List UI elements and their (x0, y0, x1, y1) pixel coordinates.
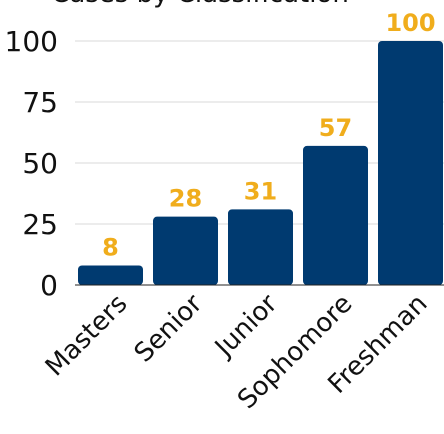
x-tick-label-masters: Masters (40, 289, 134, 383)
value-label-senior: 28 (169, 185, 202, 213)
value-label-freshman: 100 (385, 9, 435, 37)
chart-title: Cases by Classification (51, 0, 349, 9)
y-tick-label: 50 (22, 147, 58, 180)
value-labels: 8 28 31 57 100 (102, 9, 435, 261)
y-tick-label: 75 (22, 86, 58, 119)
bar-junior (228, 209, 293, 285)
bar-senior (153, 216, 218, 285)
bar-sophomore (303, 145, 368, 285)
bars (78, 41, 443, 285)
y-tick-label: 0 (40, 269, 58, 302)
value-label-masters: 8 (102, 233, 119, 261)
value-label-junior: 31 (244, 177, 277, 205)
y-tick-label: 25 (22, 208, 58, 241)
value-label-sophomore: 57 (319, 114, 352, 142)
y-axis-ticks: 0 25 50 75 100 (5, 25, 58, 302)
bar-masters (78, 265, 143, 285)
bar-freshman (378, 41, 443, 285)
x-tick-label-senior: Senior (129, 289, 209, 369)
y-tick-label: 100 (5, 25, 58, 58)
